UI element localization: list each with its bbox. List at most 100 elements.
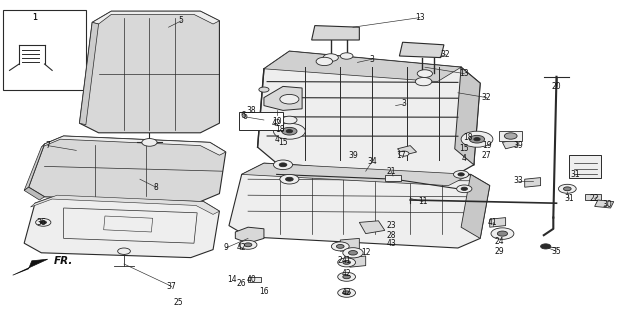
Text: 30: 30 bbox=[602, 200, 612, 209]
Circle shape bbox=[563, 187, 571, 191]
Circle shape bbox=[541, 244, 551, 249]
Circle shape bbox=[461, 131, 493, 147]
Polygon shape bbox=[24, 144, 45, 190]
Text: 34: 34 bbox=[367, 157, 377, 166]
Polygon shape bbox=[229, 163, 490, 248]
Text: 16: 16 bbox=[259, 287, 269, 296]
Text: 4: 4 bbox=[462, 154, 467, 163]
Text: 3: 3 bbox=[370, 55, 375, 64]
Text: 42: 42 bbox=[342, 288, 352, 297]
Text: 28: 28 bbox=[387, 231, 396, 240]
Circle shape bbox=[417, 70, 432, 77]
Circle shape bbox=[280, 174, 299, 184]
Polygon shape bbox=[41, 136, 226, 155]
Text: 6: 6 bbox=[242, 112, 247, 121]
Circle shape bbox=[280, 94, 299, 104]
Circle shape bbox=[340, 53, 353, 59]
Text: 17: 17 bbox=[396, 151, 406, 160]
Text: 14: 14 bbox=[227, 276, 237, 284]
Polygon shape bbox=[92, 11, 219, 24]
Text: 32: 32 bbox=[481, 93, 492, 102]
Text: 21: 21 bbox=[387, 167, 396, 176]
Circle shape bbox=[469, 135, 485, 143]
Circle shape bbox=[343, 291, 350, 295]
Text: 37: 37 bbox=[167, 282, 177, 291]
Circle shape bbox=[273, 160, 293, 170]
Circle shape bbox=[36, 219, 51, 226]
Circle shape bbox=[474, 138, 480, 141]
Polygon shape bbox=[312, 26, 359, 40]
Text: 33: 33 bbox=[513, 176, 523, 185]
Text: 40: 40 bbox=[246, 276, 256, 284]
Text: 24: 24 bbox=[494, 237, 504, 246]
Text: 7: 7 bbox=[45, 141, 50, 150]
Text: 31: 31 bbox=[564, 194, 574, 203]
Circle shape bbox=[453, 171, 469, 178]
Circle shape bbox=[286, 177, 293, 181]
Polygon shape bbox=[525, 178, 541, 187]
Circle shape bbox=[415, 77, 432, 86]
Polygon shape bbox=[455, 67, 480, 165]
Polygon shape bbox=[350, 256, 366, 267]
Text: 6: 6 bbox=[240, 111, 245, 120]
Text: 25: 25 bbox=[173, 298, 183, 307]
Polygon shape bbox=[242, 163, 471, 186]
Text: 42: 42 bbox=[237, 244, 247, 252]
Text: 35: 35 bbox=[551, 247, 562, 256]
Text: 15: 15 bbox=[278, 138, 288, 147]
Bar bbox=[569, 155, 601, 178]
Text: 3: 3 bbox=[401, 100, 406, 108]
Circle shape bbox=[343, 260, 350, 264]
Circle shape bbox=[118, 248, 130, 254]
Circle shape bbox=[282, 127, 297, 135]
Text: 36: 36 bbox=[36, 218, 46, 227]
Circle shape bbox=[349, 251, 357, 255]
Text: 12: 12 bbox=[361, 248, 370, 257]
Polygon shape bbox=[399, 42, 444, 58]
Text: 13: 13 bbox=[415, 13, 425, 22]
Text: 38: 38 bbox=[246, 106, 256, 115]
Text: 23: 23 bbox=[386, 221, 396, 230]
Text: 27: 27 bbox=[481, 151, 492, 160]
Polygon shape bbox=[359, 221, 385, 234]
Circle shape bbox=[244, 243, 252, 247]
Polygon shape bbox=[258, 51, 480, 179]
Circle shape bbox=[142, 139, 157, 146]
Text: 29: 29 bbox=[494, 247, 504, 256]
Polygon shape bbox=[29, 136, 226, 202]
Circle shape bbox=[286, 130, 293, 133]
Text: 13: 13 bbox=[459, 69, 469, 78]
Text: 32: 32 bbox=[440, 50, 450, 59]
Circle shape bbox=[40, 221, 46, 224]
Text: 41: 41 bbox=[342, 256, 352, 265]
Bar bbox=[238, 112, 283, 130]
Polygon shape bbox=[24, 187, 45, 200]
Text: 1: 1 bbox=[32, 13, 38, 22]
Circle shape bbox=[259, 87, 269, 92]
Circle shape bbox=[458, 173, 464, 176]
Bar bbox=[499, 131, 522, 141]
Circle shape bbox=[338, 258, 356, 267]
Circle shape bbox=[461, 187, 467, 190]
Text: 5: 5 bbox=[179, 16, 184, 25]
Polygon shape bbox=[64, 208, 197, 243]
Circle shape bbox=[343, 275, 350, 279]
Bar bbox=[3, 10, 86, 90]
Text: 43: 43 bbox=[386, 239, 396, 248]
Text: 39: 39 bbox=[348, 151, 358, 160]
Circle shape bbox=[331, 242, 349, 251]
Circle shape bbox=[282, 116, 297, 124]
Polygon shape bbox=[264, 51, 461, 82]
Circle shape bbox=[491, 228, 514, 239]
Polygon shape bbox=[13, 259, 48, 275]
Circle shape bbox=[338, 272, 356, 281]
Text: 42: 42 bbox=[342, 269, 352, 278]
Text: 8: 8 bbox=[153, 183, 158, 192]
Bar bbox=[385, 175, 401, 181]
Circle shape bbox=[457, 185, 472, 193]
Text: 26: 26 bbox=[237, 279, 247, 288]
Bar bbox=[248, 277, 261, 282]
Polygon shape bbox=[340, 238, 359, 251]
Circle shape bbox=[323, 54, 338, 61]
Polygon shape bbox=[80, 11, 219, 133]
